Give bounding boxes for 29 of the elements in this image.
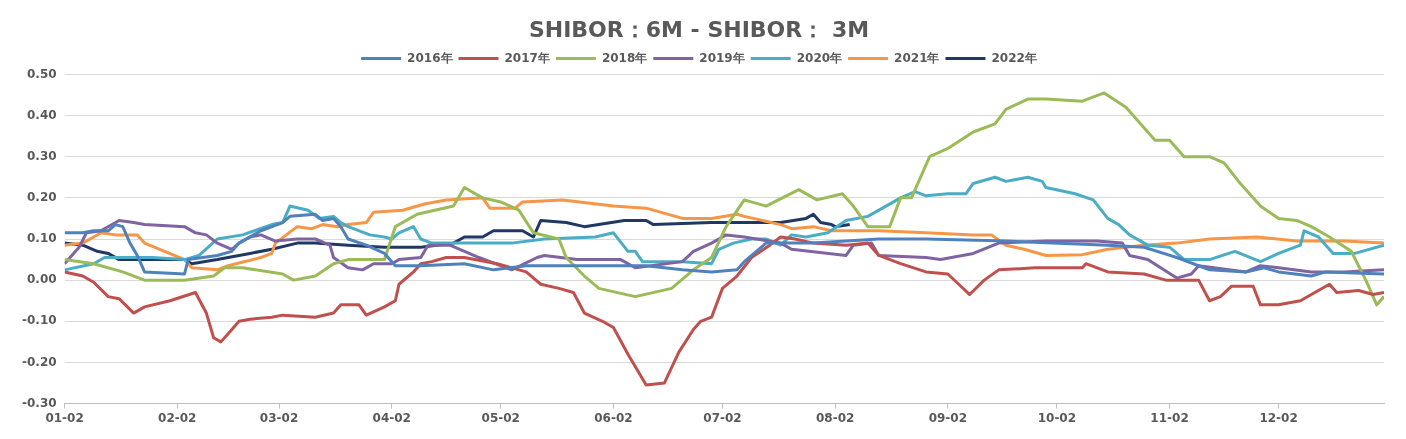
chart-title: SHIBOR：6M - SHIBOR： 3M bbox=[528, 16, 870, 42]
x-tick-label: 07-02 bbox=[703, 410, 742, 425]
x-tick-label: 11-02 bbox=[1150, 410, 1189, 425]
legend-label: 2022年 bbox=[991, 50, 1037, 65]
y-tick-label: -0.30 bbox=[21, 395, 57, 410]
x-tick-label: 09-02 bbox=[928, 410, 968, 425]
x-tick-label: 08-02 bbox=[815, 410, 855, 425]
y-tick-label: 0.00 bbox=[26, 272, 57, 287]
y-tick-label: 0.20 bbox=[26, 189, 57, 204]
y-tick-label: 0.40 bbox=[26, 107, 57, 122]
y-tick-label: -0.20 bbox=[21, 354, 57, 369]
x-tick-label: 05-02 bbox=[481, 410, 520, 425]
x-tick-label: 06-02 bbox=[594, 410, 633, 425]
x-tick-label: 04-02 bbox=[372, 410, 411, 425]
x-tick-label: 02-02 bbox=[158, 410, 197, 425]
y-tick-label: 0.10 bbox=[26, 231, 57, 246]
x-tick-label: 01-02 bbox=[45, 410, 84, 425]
y-tick-label: -0.10 bbox=[21, 313, 57, 328]
legend-label: 2017年 bbox=[504, 50, 550, 65]
legend-label: 2020年 bbox=[796, 50, 843, 65]
y-tick-label: 0.50 bbox=[26, 66, 57, 81]
x-tick-label: 03-02 bbox=[259, 410, 299, 425]
x-tick-label: 12-02 bbox=[1259, 410, 1298, 425]
legend-label: 2019年 bbox=[699, 50, 745, 65]
legend-label: 2016年 bbox=[407, 50, 453, 65]
y-tick-label: 0.30 bbox=[26, 148, 57, 163]
legend-label: 2018年 bbox=[601, 50, 648, 65]
x-tick-label: 10-02 bbox=[1037, 410, 1077, 425]
legend-label: 2021年 bbox=[894, 50, 940, 65]
